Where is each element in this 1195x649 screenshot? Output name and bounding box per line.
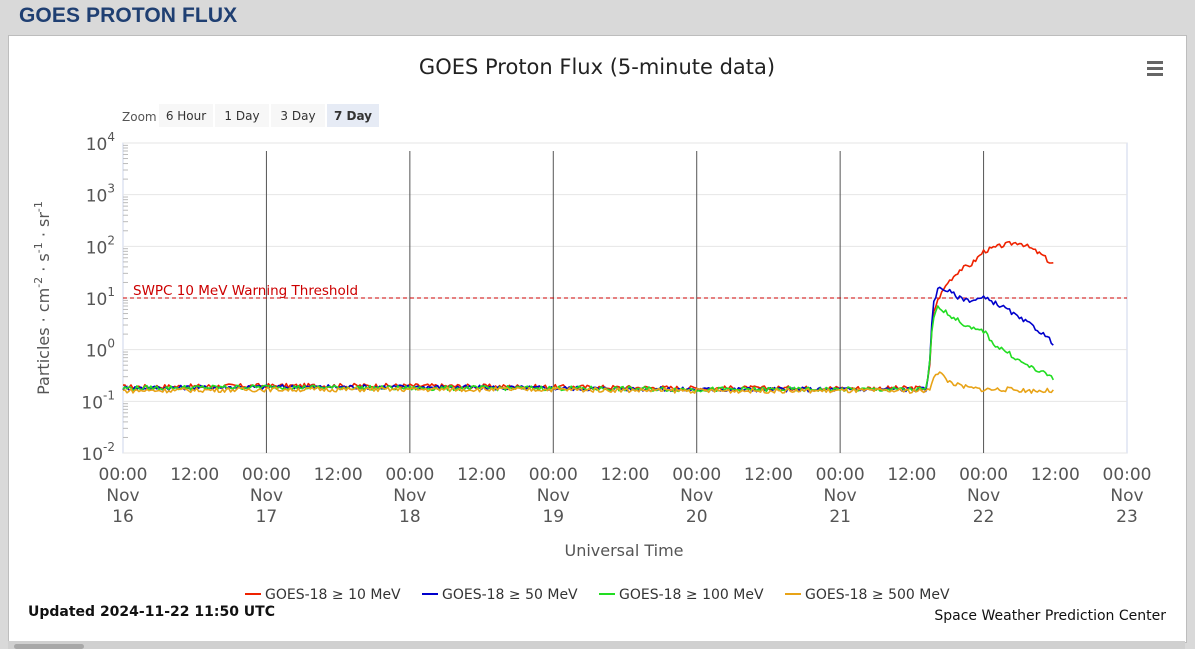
x-tick-label: 12:00 (314, 465, 363, 485)
y-tick-label: 103 (86, 182, 115, 207)
scroll-track (8, 641, 1185, 649)
legend-item[interactable]: GOES-18 ≥ 100 MeV (599, 587, 764, 603)
y-tick-label: 10-2 (81, 440, 115, 465)
hamburger-menu-icon (1147, 61, 1163, 76)
x-tick-label: 00:00 Nov 18 (385, 465, 434, 527)
y-axis-label: Particles · cm-2 · s-1 · sr-1 (32, 201, 53, 395)
zoom-button-1-day[interactable]: 1 Day (215, 104, 269, 127)
x-tick-label: 12:00 (601, 465, 650, 485)
zoom-button-label: 7 Day (334, 109, 372, 123)
zoom-button-6-hour[interactable]: 6 Hour (159, 104, 213, 127)
updated-timestamp: Updated 2024-11-22 11:50 UTC (28, 604, 275, 620)
legend-item[interactable]: GOES-18 ≥ 500 MeV (785, 587, 950, 603)
zoom-button-label: 1 Day (224, 109, 259, 123)
legend-label: GOES-18 ≥ 100 MeV (619, 587, 764, 603)
legend-label: GOES-18 ≥ 500 MeV (805, 587, 950, 603)
y-tick-label: 101 (86, 285, 115, 310)
zoom-button-bg (271, 104, 325, 127)
y-tick-label: 10-1 (81, 388, 115, 413)
x-tick-label: 12:00 (887, 465, 936, 485)
threshold-label: SWPC 10 MeV Warning Threshold (133, 283, 358, 299)
x-tick-label: 00:00 Nov 20 (672, 465, 721, 527)
zoom-button-7-day[interactable]: 7 Day (327, 104, 379, 127)
chart-legend: GOES-18 ≥ 10 MeV GOES-18 ≥ 50 MeV GOES-18 … (245, 587, 950, 603)
zoom-button-label: 3 Day (280, 109, 315, 123)
x-tick-label: 00:00 Nov 23 (1103, 465, 1152, 527)
legend-item[interactable]: GOES-18 ≥ 10 MeV (245, 587, 401, 603)
y-tick-label: 102 (86, 233, 115, 258)
legend-label: GOES-18 ≥ 10 MeV (265, 587, 401, 603)
x-tick-label: 12:00 (457, 465, 506, 485)
x-tick-label: 12:00 (744, 465, 793, 485)
zoom-button-label: 6 Hour (166, 109, 206, 123)
credit-text: Space Weather Prediction Center (934, 608, 1166, 624)
zoom-button-3-day[interactable]: 3 Day (271, 104, 325, 127)
menu-button[interactable] (1143, 58, 1167, 80)
x-tick-label: 00:00 Nov 21 (816, 465, 865, 527)
x-tick-label: 00:00 Nov 16 (99, 465, 148, 527)
series-line-4 (122, 371, 1054, 394)
zoom-button-bg (159, 104, 213, 127)
chart-panel: GOES Proton Flux (5-minute data) Zoom 6 H… (8, 35, 1187, 643)
zoom-label: Zoom (122, 110, 157, 124)
horizontal-scrollbar[interactable] (14, 644, 84, 649)
page-heading: GOES PROTON FLUX (19, 4, 238, 27)
legend-label: GOES-18 ≥ 50 MeV (442, 587, 578, 603)
x-tick-label: 00:00 Nov 17 (242, 465, 291, 527)
x-tick-label: 12:00 (170, 465, 219, 485)
zoom-selector: Zoom 6 Hour 1 Day 3 Day 7 Day (122, 104, 379, 127)
x-tick-label: 12:00 (1031, 465, 1080, 485)
zoom-button-bg (327, 104, 379, 127)
x-tick-label: 00:00 Nov 22 (959, 465, 1008, 527)
y-tick-label: 100 (86, 337, 115, 362)
y-tick-label: 104 (86, 130, 115, 155)
zoom-button-bg (215, 104, 269, 127)
chart-title: GOES Proton Flux (5-minute data) (419, 55, 775, 79)
x-axis-label: Universal Time (564, 541, 683, 560)
legend-item[interactable]: GOES-18 ≥ 50 MeV (422, 587, 578, 603)
x-tick-label: 00:00 Nov 19 (529, 465, 578, 527)
proton-flux-chart: GOES Proton Flux (5-minute data) Zoom 6 H… (28, 55, 1167, 624)
